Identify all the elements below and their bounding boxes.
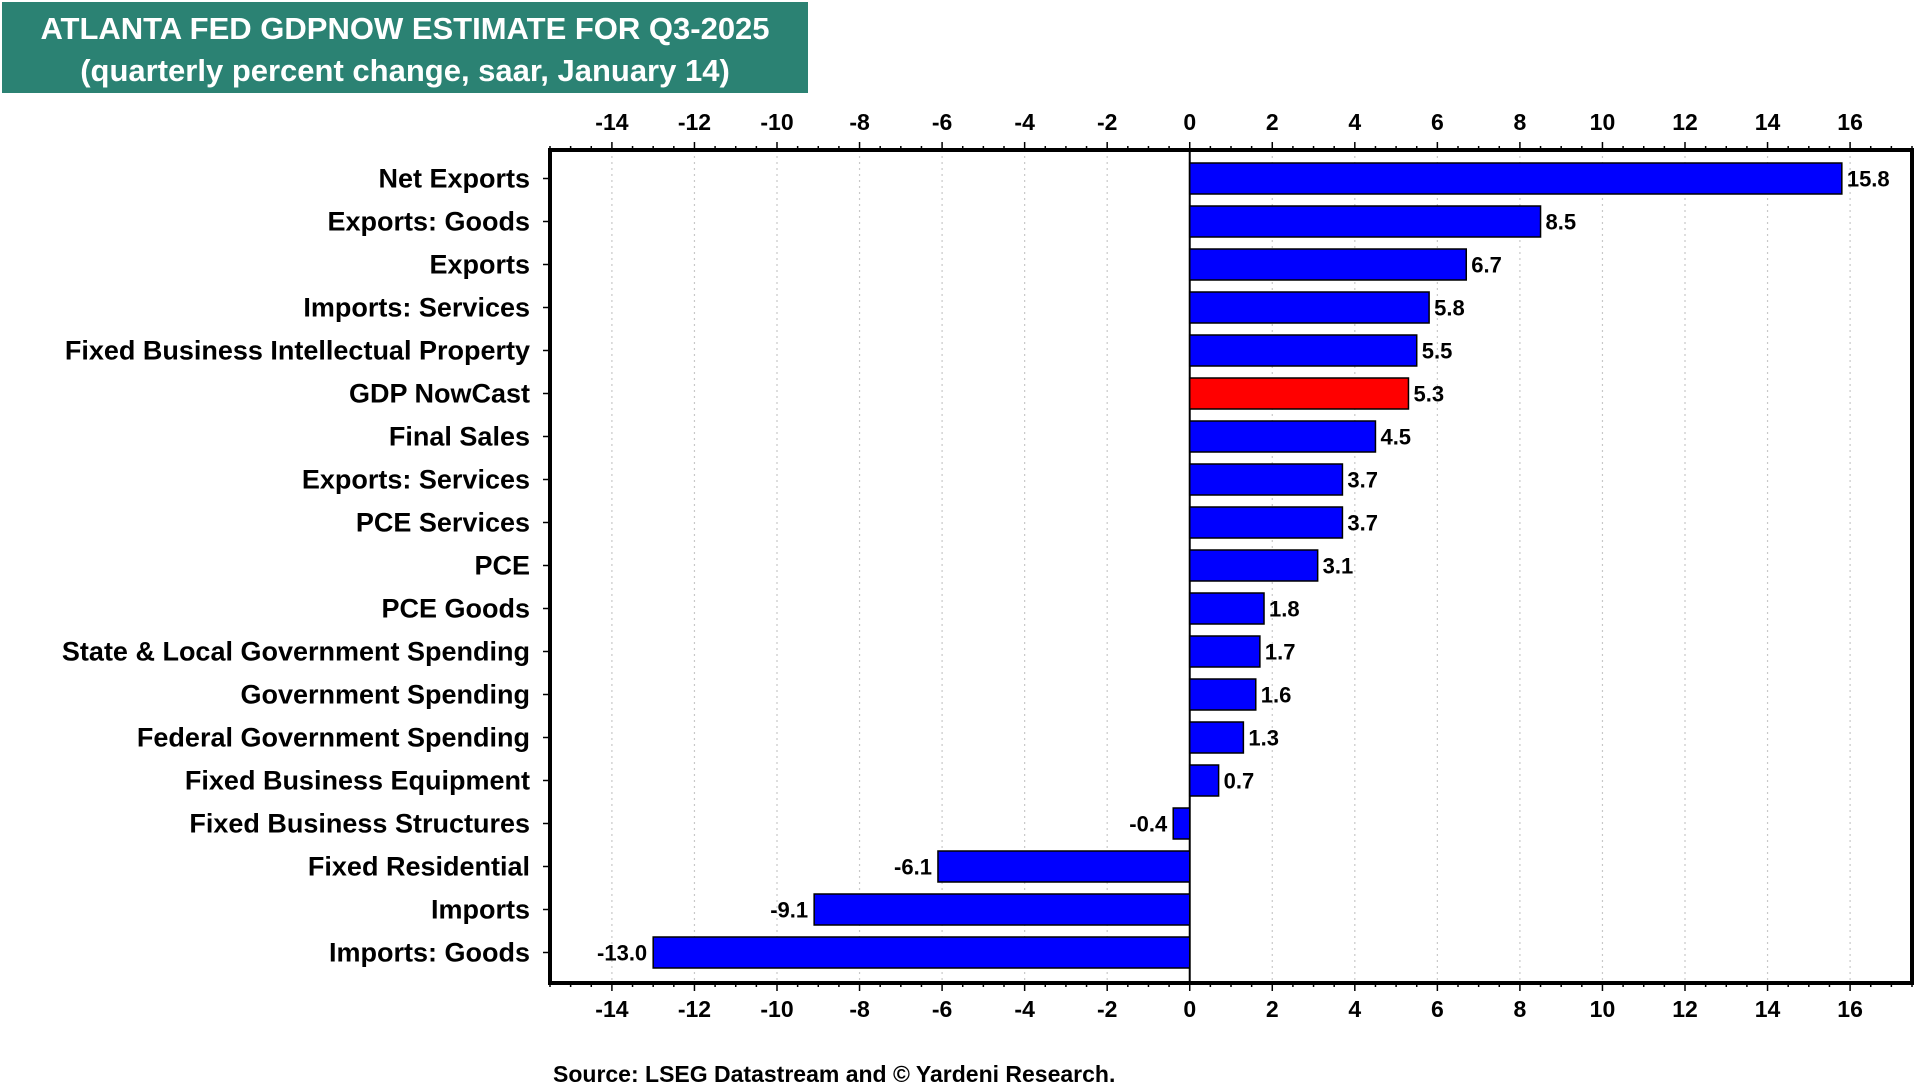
bar xyxy=(1188,291,1430,324)
category-label: PCE Services xyxy=(356,508,530,538)
category-label: Government Spending xyxy=(240,680,530,710)
x-tick-label-bottom: -2 xyxy=(1097,996,1117,1022)
x-tick-label-top: 4 xyxy=(1348,109,1361,135)
value-label: -13.0 xyxy=(597,941,647,966)
bar xyxy=(1188,549,1319,582)
value-label: 1.7 xyxy=(1265,640,1296,665)
bar xyxy=(937,850,1191,883)
value-label: -6.1 xyxy=(894,855,932,880)
bar xyxy=(813,893,1191,926)
x-tick-label-bottom: -12 xyxy=(678,996,711,1022)
category-label: Final Sales xyxy=(389,422,530,452)
bar-highlight xyxy=(1188,377,1410,410)
value-label: -0.4 xyxy=(1129,812,1168,837)
category-label: Exports: Services xyxy=(302,465,530,495)
value-label: 5.3 xyxy=(1413,382,1444,407)
bar xyxy=(1188,248,1468,281)
value-label: 1.3 xyxy=(1248,726,1279,751)
bar xyxy=(652,936,1191,969)
x-tick-label-bottom: -6 xyxy=(932,996,952,1022)
x-tick-label-bottom: 6 xyxy=(1431,996,1444,1022)
x-tick-label-top: -10 xyxy=(760,109,793,135)
bar xyxy=(1188,721,1245,754)
value-label: -9.1 xyxy=(770,898,808,923)
x-tick-label-top: -6 xyxy=(932,109,952,135)
x-tick-label-top: -2 xyxy=(1097,109,1117,135)
x-tick-label-top: 14 xyxy=(1755,109,1781,135)
category-label: Fixed Business Structures xyxy=(189,809,530,839)
x-tick-label-bottom: 10 xyxy=(1590,996,1616,1022)
bar xyxy=(1188,205,1542,238)
x-tick-label-bottom: -8 xyxy=(849,996,870,1022)
category-label: Fixed Residential xyxy=(308,852,530,882)
value-label: 1.6 xyxy=(1261,683,1292,708)
source-note: Source: LSEG Datastream and © Yardeni Re… xyxy=(553,1061,1116,1087)
x-tick-label-top: 12 xyxy=(1672,109,1698,135)
category-label: Imports: Goods xyxy=(329,938,530,968)
x-tick-label-bottom: -10 xyxy=(760,996,793,1022)
x-tick-label-bottom: -14 xyxy=(595,996,628,1022)
bar xyxy=(1188,420,1377,453)
plot-border xyxy=(548,148,1914,985)
category-label: Imports: Services xyxy=(303,293,530,323)
x-tick-label-top: 16 xyxy=(1837,109,1863,135)
x-tick-label-bottom: 12 xyxy=(1672,996,1698,1022)
category-label: Fixed Business Intellectual Property xyxy=(65,336,530,366)
x-tick-label-bottom: 2 xyxy=(1266,996,1279,1022)
x-tick-label-bottom: 8 xyxy=(1514,996,1527,1022)
category-label: PCE Goods xyxy=(381,594,530,624)
bar xyxy=(1188,506,1344,539)
x-tick-label-bottom: -4 xyxy=(1014,996,1035,1022)
bar xyxy=(1188,635,1261,668)
chart-title: ATLANTA FED GDPNOW ESTIMATE FOR Q3-2025 xyxy=(40,11,770,46)
bar xyxy=(1188,162,1843,195)
x-tick-label-bottom: 4 xyxy=(1348,996,1361,1022)
bar xyxy=(1188,463,1344,496)
bar xyxy=(1188,592,1265,625)
bar xyxy=(1188,764,1220,797)
category-label: Exports: Goods xyxy=(327,207,530,237)
value-label: 0.7 xyxy=(1224,769,1255,794)
x-tick-label-top: 0 xyxy=(1183,109,1196,135)
bar xyxy=(1188,678,1257,711)
category-label: Exports xyxy=(429,250,530,280)
x-tick-label-bottom: 0 xyxy=(1183,996,1196,1022)
x-tick-label-top: 6 xyxy=(1431,109,1444,135)
value-label: 3.7 xyxy=(1347,468,1378,493)
value-label: 3.7 xyxy=(1347,511,1378,536)
category-label: Net Exports xyxy=(378,164,530,194)
x-tick-label-top: 10 xyxy=(1590,109,1616,135)
category-label: PCE xyxy=(474,551,530,581)
x-tick-label-top: -8 xyxy=(849,109,870,135)
chart-subtitle: (quarterly percent change, saar, January… xyxy=(80,53,730,88)
value-label: 3.1 xyxy=(1323,554,1354,579)
x-tick-label-bottom: 14 xyxy=(1755,996,1781,1022)
category-label: Federal Government Spending xyxy=(137,723,530,753)
x-tick-label-top: -14 xyxy=(595,109,628,135)
value-label: 1.8 xyxy=(1269,597,1300,622)
value-label: 8.5 xyxy=(1546,210,1577,235)
value-label: 5.8 xyxy=(1434,296,1465,321)
x-tick-label-top: -12 xyxy=(678,109,711,135)
value-label: 15.8 xyxy=(1847,167,1890,192)
category-label: State & Local Government Spending xyxy=(62,637,530,667)
bar xyxy=(1188,334,1418,367)
x-tick-label-bottom: 16 xyxy=(1837,996,1863,1022)
chart-title-box: ATLANTA FED GDPNOW ESTIMATE FOR Q3-2025 … xyxy=(2,2,808,93)
category-label: Fixed Business Equipment xyxy=(185,766,530,796)
value-label: 4.5 xyxy=(1380,425,1411,450)
category-label: Imports xyxy=(431,895,530,925)
value-label: 6.7 xyxy=(1471,253,1502,278)
x-tick-label-top: 2 xyxy=(1266,109,1279,135)
x-tick-label-top: 8 xyxy=(1514,109,1527,135)
bar xyxy=(1172,807,1191,840)
x-tick-label-top: -4 xyxy=(1014,109,1035,135)
value-label: 5.5 xyxy=(1422,339,1453,364)
category-label: GDP NowCast xyxy=(349,379,530,409)
